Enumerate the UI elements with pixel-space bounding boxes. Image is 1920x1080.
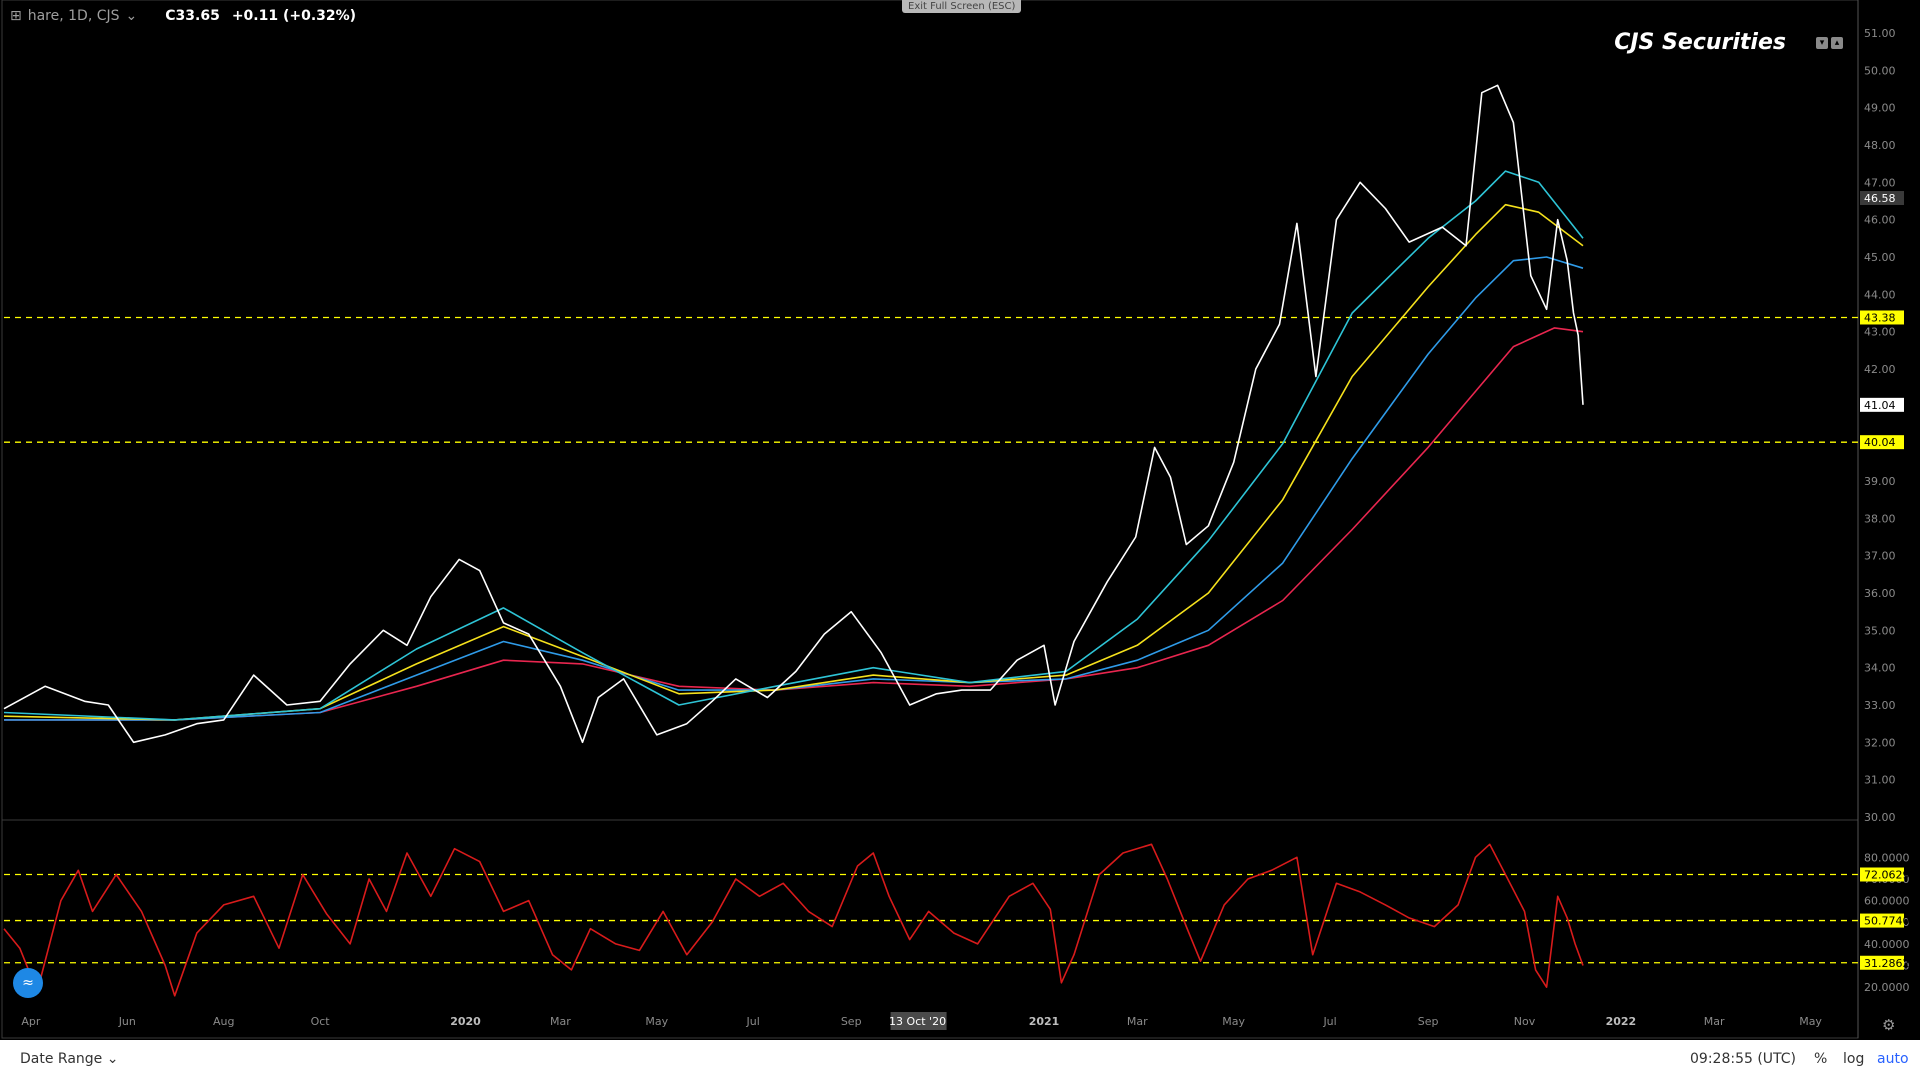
level-price-label-box	[1860, 310, 1904, 325]
time-axis-tick: Nov	[1514, 1015, 1536, 1028]
last-price-label: 41.04	[1864, 399, 1896, 412]
clock-readout: 09:28:55 (UTC)	[1690, 1051, 1797, 1067]
time-axis-tick: Jul	[746, 1015, 760, 1028]
time-axis-tick: May	[1799, 1015, 1822, 1028]
price-axis-tick: 43.00	[1864, 326, 1896, 339]
level-price-label: 43.38	[1864, 311, 1896, 324]
crosshair-date-box	[890, 1012, 947, 1030]
collapse-down-icon[interactable]: ▾	[1816, 37, 1828, 49]
price-axis-tick: 45.00	[1864, 251, 1896, 264]
level-oscillator-label-box	[1860, 867, 1904, 882]
auto-scale-toggle[interactable]: auto	[1877, 1051, 1909, 1067]
time-axis-tick: Jul	[1322, 1015, 1336, 1028]
time-axis-tick: Sep	[841, 1015, 862, 1028]
price-axis-tick: 36.00	[1864, 587, 1896, 600]
price-axis-tick: 38.00	[1864, 512, 1896, 525]
time-axis-tick: Oct	[311, 1015, 331, 1028]
chevron-down-icon[interactable]: ⌄	[125, 8, 138, 24]
level-oscillator-label-box	[1860, 913, 1904, 928]
moving-average-line-1	[3, 170, 1584, 721]
price-axis-tick: 34.00	[1864, 662, 1896, 675]
oscillator-axis-tick: 80.0000	[1864, 851, 1910, 864]
crosshair-date-label: 13 Oct '20	[889, 1015, 946, 1028]
gear-icon[interactable]: ⚙	[1882, 1016, 1896, 1034]
brand-watermark: CJS Securities	[1614, 30, 1786, 55]
time-axis-tick: Sep	[1418, 1015, 1439, 1028]
oscillator-line	[3, 843, 1584, 997]
price-axis-tick: 42.00	[1864, 363, 1896, 376]
time-axis-tick: Apr	[21, 1015, 41, 1028]
moving-average-line-4	[4, 327, 1584, 721]
pane-controls[interactable]: ▾ ▴	[1816, 37, 1843, 49]
price-axis-tick: 33.00	[1864, 699, 1896, 712]
percent-scale-toggle[interactable]: %	[1814, 1051, 1828, 1067]
price-axis-tick: 47.00	[1864, 176, 1896, 189]
date-range-button[interactable]: Date Range ⌄	[20, 1051, 119, 1067]
oscillator-axis-tick: 40.0000	[1864, 938, 1910, 951]
last-price-label-box	[1860, 397, 1904, 412]
price-axis-tick: 39.00	[1864, 475, 1896, 488]
price-axis-tick: 48.00	[1864, 139, 1896, 152]
maximize-pane-icon[interactable]: ▴	[1831, 37, 1843, 49]
time-axis-tick: Mar	[1704, 1015, 1725, 1028]
moving-average-line-2	[3, 203, 1584, 721]
time-axis-tick: Aug	[213, 1015, 234, 1028]
last-price: C33.65	[165, 8, 220, 24]
level-oscillator-label: 31.2862	[1864, 957, 1910, 970]
price-axis-tick: 44.00	[1864, 288, 1896, 301]
time-axis-tick: May	[1222, 1015, 1245, 1028]
log-scale-toggle[interactable]: log	[1843, 1051, 1865, 1067]
bottom-toolbar: Date Range ⌄ 09:28:55 (UTC) % log auto	[0, 1040, 1920, 1080]
price-axis-tick: 37.00	[1864, 550, 1896, 563]
price-axis-tick: 49.00	[1864, 102, 1896, 115]
price-axis-tick: 30.00	[1864, 811, 1896, 824]
price-axis-tick: 35.00	[1864, 624, 1896, 637]
level-price-label-box	[1860, 435, 1904, 450]
crosshair-square-icon[interactable]: ⊞	[10, 8, 22, 24]
price-axis-tick: 51.00	[1864, 27, 1896, 40]
price-axis-tick: 50.00	[1864, 64, 1896, 77]
ma-price-label-box	[1860, 191, 1904, 206]
ma-price-label: 46.58	[1864, 192, 1896, 205]
moving-average-line-3	[4, 256, 1584, 721]
level-oscillator-label: 72.0629	[1864, 868, 1910, 881]
time-axis-tick: May	[645, 1015, 668, 1028]
level-oscillator-label-box	[1860, 955, 1904, 970]
price-axis-tick: 46.00	[1864, 214, 1896, 227]
time-axis-tick: Mar	[550, 1015, 571, 1028]
time-axis-tick: 2020	[450, 1015, 481, 1028]
wave-logo-icon[interactable]: ≈	[13, 968, 43, 998]
time-axis-tick: Mar	[1127, 1015, 1148, 1028]
oscillator-axis-tick: 60.0000	[1864, 895, 1910, 908]
price-change: +0.11 (+0.32%)	[231, 8, 357, 24]
time-axis-tick: Jun	[118, 1015, 136, 1028]
symbol-label[interactable]: hare, 1D, CJS	[27, 8, 120, 24]
price-axis-tick: 31.00	[1864, 774, 1896, 787]
price-line	[3, 84, 1584, 744]
level-oscillator-label: 50.7740	[1864, 915, 1910, 928]
time-axis-tick: 2021	[1029, 1015, 1060, 1028]
level-price-label: 40.04	[1864, 436, 1896, 449]
exit-fullscreen-button[interactable]: Exit Full Screen (ESC)	[902, 0, 1022, 13]
oscillator-axis-tick: 20.0000	[1864, 981, 1910, 994]
symbol-header[interactable]: ⊞ hare, 1D, CJS ⌄ C33.65 +0.11 (+0.32%)	[10, 8, 356, 24]
price-axis-tick: 32.00	[1864, 736, 1896, 749]
time-axis-tick: 2022	[1606, 1015, 1637, 1028]
